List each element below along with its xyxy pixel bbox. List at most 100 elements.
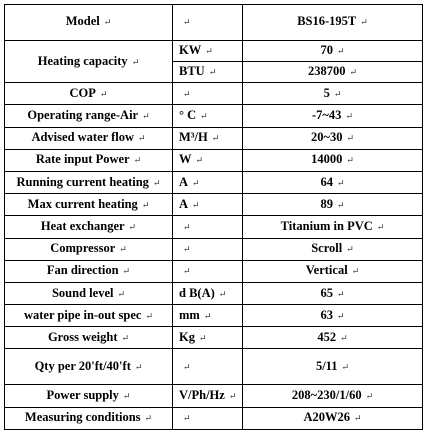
unit-cell: W ↵ [172, 148, 243, 172]
paragraph-mark-icon: ↵ [183, 221, 191, 232]
param-label-cell: Operating range-Air ↵ [4, 104, 173, 128]
param-label: Sound level [51, 285, 114, 300]
paragraph-mark-icon: ↵ [183, 361, 191, 372]
unit: A [179, 174, 189, 189]
value-cell: 64 ↵ [242, 170, 423, 195]
heating-unit-btu: BTU ↵ [172, 61, 243, 84]
value: 5/11 [315, 358, 338, 373]
param-label-cell: Rate input Power ↵ [4, 148, 173, 172]
paragraph-mark-icon: ↵ [192, 177, 200, 188]
value-cell: Scroll ↵ [242, 237, 423, 261]
unit-cell: ↵ [172, 215, 243, 239]
unit: A [179, 196, 189, 211]
unit-cell: ↵ [172, 82, 243, 106]
value-cell: A20W26 ↵ [242, 406, 423, 431]
param-label: Running current heating [16, 174, 149, 189]
paragraph-mark-icon: ↵ [183, 266, 191, 277]
table-row: Fan direction ↵ ↵ Vertical ↵ [4, 259, 423, 283]
model-value: BS16-195T [297, 14, 357, 29]
heating-value-btu: 238700 ↵ [242, 61, 423, 84]
param-label: Heat exchanger [40, 218, 125, 233]
unit: d B(A) [179, 285, 215, 300]
unit-cell: ↵ [172, 348, 243, 386]
paragraph-mark-icon: ↵ [195, 155, 204, 166]
spec-table: Model ↵ ↵ BS16-195T ↵ Heating capacity ↵ KW… [4, 4, 423, 431]
unit: M³/H [179, 130, 208, 145]
paragraph-mark-icon: ↵ [122, 266, 131, 277]
paragraph-mark-icon: ↵ [138, 133, 146, 144]
param-label: Fan direction [46, 263, 119, 278]
value: Scroll [311, 241, 343, 256]
unit-cell: A ↵ [172, 193, 243, 217]
paragraph-mark-icon: ↵ [349, 67, 358, 78]
param-label: COP [69, 85, 96, 100]
heating-value-kw: 70 ↵ [242, 39, 423, 63]
value: 452 [317, 329, 337, 344]
param-label-cell: Compressor ↵ [4, 237, 173, 261]
spec-rows: COP ↵ ↵ 5 ↵ Operating range-Air ↵ ° C ↵ -7~43 ↵ Adv… [4, 82, 423, 431]
param-label: water pipe in-out spec [23, 307, 142, 322]
param-label: Rate input Power [35, 152, 130, 167]
paragraph-mark-icon: ↵ [333, 88, 342, 99]
table-row: Gross weight ↵ Kg ↵ 452 ↵ [4, 326, 423, 350]
paragraph-mark-icon: ↵ [192, 199, 200, 210]
paragraph-mark-icon: ↵ [341, 361, 350, 372]
paragraph-mark-icon: ↵ [131, 56, 140, 67]
paragraph-mark-icon: ↵ [145, 310, 154, 321]
table-row: Running current heating ↵ A ↵ 64 ↵ [4, 170, 423, 195]
param-label: Operating range-Air [27, 108, 139, 122]
unit: V/Ph/Hz [179, 388, 225, 402]
value: 14000 [311, 152, 343, 167]
param-label: Power supply [46, 388, 119, 402]
value-cell: 20~30 ↵ [242, 126, 423, 150]
value-cell: 5/11 ↵ [242, 348, 423, 386]
paragraph-mark-icon: ↵ [152, 177, 161, 188]
unit-cell: ° C ↵ [172, 104, 243, 128]
table-row: Rate input Power ↵ W ↵ 14000 ↵ [4, 148, 423, 172]
table-row: water pipe in-out spec ↵ mm ↵ 63 ↵ [4, 304, 423, 328]
value-cell: 89 ↵ [242, 193, 423, 217]
value-cell: 63 ↵ [242, 304, 423, 328]
paragraph-mark-icon: ↵ [144, 413, 153, 424]
param-label-cell: Power supply ↵ [4, 384, 173, 408]
paragraph-mark-icon: ↵ [121, 332, 130, 343]
unit-cell: Kg ↵ [172, 326, 243, 350]
value: Titanium in PVC [280, 218, 373, 233]
param-label-cell: Fan direction ↵ [4, 259, 173, 283]
paragraph-mark-icon: ↵ [183, 88, 191, 99]
value-cell: 5 ↵ [242, 82, 423, 106]
table-row-heating-btu: BTU ↵ 238700 ↵ [5, 61, 423, 84]
paragraph-mark-icon: ↵ [345, 111, 353, 121]
value-cell: -7~43 ↵ [242, 104, 423, 128]
paragraph-mark-icon: ↵ [122, 391, 131, 401]
paragraph-mark-icon: ↵ [360, 17, 368, 28]
paragraph-mark-icon: ↵ [134, 361, 143, 372]
table-row: COP ↵ ↵ 5 ↵ [4, 82, 423, 106]
paragraph-mark-icon: ↵ [119, 244, 127, 255]
param-label-cell: water pipe in-out spec ↵ [4, 304, 173, 328]
param-label: Measuring conditions [24, 410, 141, 425]
paragraph-mark-icon: ↵ [336, 288, 345, 299]
value: 5 [323, 85, 330, 100]
value: -7~43 [312, 108, 342, 122]
paragraph-mark-icon: ↵ [365, 391, 374, 401]
paragraph-mark-icon: ↵ [205, 46, 213, 56]
value-cell: Titanium in PVC ↵ [242, 215, 423, 239]
param-label-cell: Measuring conditions ↵ [4, 406, 173, 431]
paragraph-mark-icon: ↵ [117, 288, 126, 299]
paragraph-mark-icon: ↵ [346, 133, 355, 144]
heating-label: Heating capacity [37, 53, 128, 68]
heating-label-cell: Heating capacity ↵ [4, 39, 173, 84]
paragraph-mark-icon: ↵ [183, 413, 191, 424]
table-row: Operating range-Air ↵ ° C ↵ -7~43 ↵ [4, 104, 423, 128]
paragraph-mark-icon: ↵ [351, 266, 360, 277]
unit-cell: ↵ [172, 237, 243, 261]
heating-unit-kw: KW ↵ [172, 39, 243, 63]
param-label-cell: Heat exchanger ↵ [4, 215, 173, 239]
model-value-cell: BS16-195T ↵ [242, 4, 423, 41]
paragraph-mark-icon: ↵ [103, 17, 112, 28]
paragraph-mark-icon: ↵ [128, 221, 137, 232]
value: A20W26 [303, 410, 350, 425]
paragraph-mark-icon: ↵ [203, 310, 212, 321]
unit-cell: V/Ph/Hz ↵ [172, 384, 243, 408]
